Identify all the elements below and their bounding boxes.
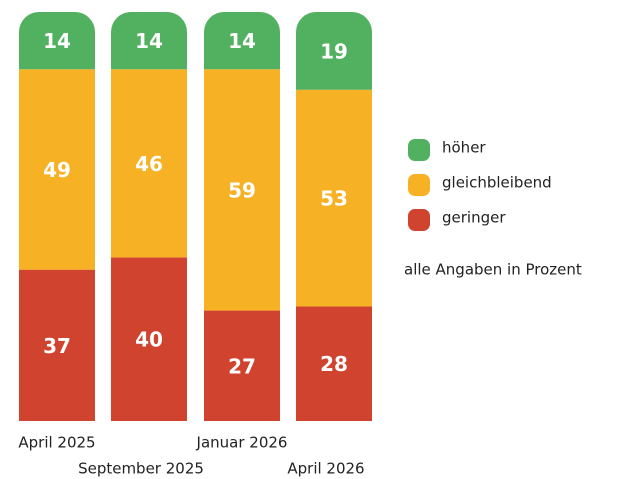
x-tick-label: April 2026 [287,460,364,478]
bar-segment [296,89,372,307]
data-label: 37 [43,334,71,358]
bar-segment [204,310,280,421]
bar-segment [111,257,187,421]
x-tick-label: Januar 2026 [196,434,288,452]
bar-segment [111,12,187,70]
bar-segment [111,69,187,258]
data-label: 49 [43,158,71,182]
bar-segment [296,12,372,90]
data-label: 14 [135,29,163,53]
bar-segment [204,12,280,70]
data-label: 46 [135,152,163,176]
legend-label: höher [442,139,486,157]
bar-segment [296,306,372,421]
data-label: 19 [320,39,348,63]
x-tick-label: September 2025 [78,460,204,478]
bar-segment [19,269,95,421]
legend-swatch [408,139,430,161]
legend-label: gleichbleibend [442,174,552,192]
bar-segment [19,69,95,270]
bar-segment [19,12,95,70]
legend-label: geringer [442,209,506,227]
data-label: 14 [43,29,71,53]
data-label: 40 [135,328,163,352]
x-tick-label: April 2025 [18,434,95,452]
data-label: 53 [320,187,348,211]
data-label: 14 [228,29,256,53]
note: alle Angaben in Prozent [404,261,582,279]
legend-swatch [408,174,430,196]
data-label: 28 [320,352,348,376]
data-label: 27 [228,354,256,378]
legend-swatch [408,209,430,231]
data-label: 59 [228,178,256,202]
bar-segment [204,69,280,311]
